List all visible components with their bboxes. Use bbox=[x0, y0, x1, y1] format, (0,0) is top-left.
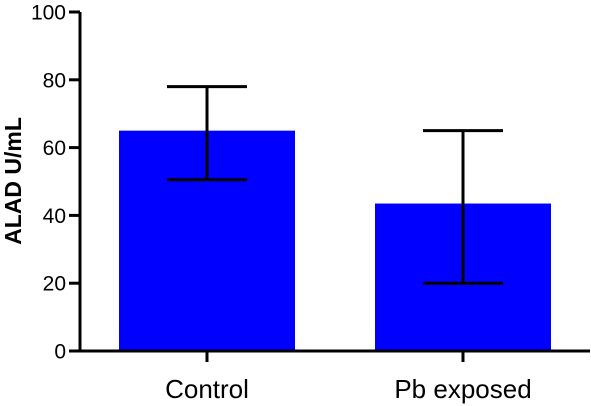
error-bars-group bbox=[167, 85, 503, 285]
y-tick-label-80: 80 bbox=[43, 69, 66, 92]
labels-group: Control Pb exposed 0 20 40 60 80 100 bbox=[31, 2, 532, 405]
bars-group bbox=[119, 130, 551, 351]
y-tick-label-100: 100 bbox=[31, 2, 66, 25]
y-tick-label-20: 20 bbox=[43, 273, 66, 296]
axes-group bbox=[69, 10, 590, 362]
y-tick-label-0: 0 bbox=[54, 341, 66, 364]
y-tick-label-60: 60 bbox=[43, 137, 66, 160]
x-tick-label-1: Control bbox=[165, 374, 249, 404]
y-tick-label-40: 40 bbox=[43, 205, 66, 228]
x-tick-label-2: Pb exposed bbox=[394, 374, 531, 404]
y-axis-title: ALAD U/mL bbox=[0, 117, 26, 245]
